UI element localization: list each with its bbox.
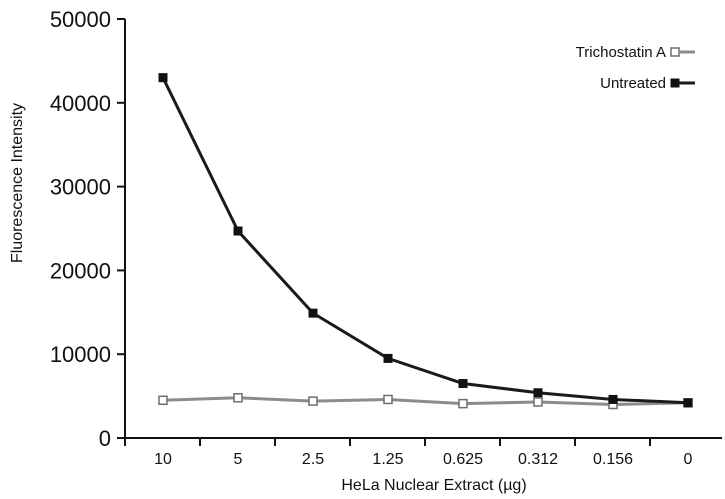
legend: Trichostatin A Untreated bbox=[576, 44, 695, 92]
data-point bbox=[533, 397, 543, 407]
x-tick-label: 10 bbox=[154, 451, 172, 468]
series-lines bbox=[158, 73, 693, 410]
x-tick-label: 0.312 bbox=[518, 451, 558, 468]
x-tick-label: 5 bbox=[234, 451, 243, 468]
x-tick-label: 0.625 bbox=[443, 451, 483, 468]
x-tick-label: 0 bbox=[684, 451, 693, 468]
data-point bbox=[233, 226, 243, 236]
data-point bbox=[308, 308, 318, 318]
data-point bbox=[233, 393, 243, 403]
data-point bbox=[383, 353, 393, 363]
y-tick-label: 20000 bbox=[50, 258, 111, 283]
data-point bbox=[533, 388, 543, 398]
data-point bbox=[158, 395, 168, 406]
data-point bbox=[158, 73, 168, 83]
x-tick-label: 1.25 bbox=[372, 451, 403, 468]
y-tick-label: 50000 bbox=[50, 7, 111, 32]
data-point bbox=[683, 398, 693, 408]
legend-marker bbox=[670, 47, 680, 57]
legend-item: Untreated bbox=[600, 75, 695, 92]
series-line bbox=[161, 77, 689, 405]
series-2 bbox=[158, 73, 693, 408]
x-tick-label: 2.5 bbox=[302, 451, 324, 468]
data-point bbox=[608, 394, 618, 404]
legend-label: Trichostatin A bbox=[576, 44, 666, 61]
axes: 0 10000 20000 30000 40000 50000 10 5 2.5 1.25 0.62… bbox=[50, 7, 722, 468]
data-point bbox=[383, 394, 393, 405]
x-axis-title: HeLa Nuclear Extract (µg) bbox=[341, 477, 526, 494]
data-point bbox=[308, 396, 318, 406]
legend-label: Untreated bbox=[600, 75, 666, 92]
y-tick-label: 10000 bbox=[50, 342, 111, 367]
y-tick-label: 0 bbox=[99, 426, 111, 451]
series-line bbox=[162, 396, 689, 406]
x-tick-label: 0.156 bbox=[593, 451, 633, 468]
legend-marker bbox=[670, 78, 680, 88]
data-point bbox=[458, 398, 468, 409]
legend-item: Trichostatin A bbox=[576, 44, 695, 61]
y-tick-label: 30000 bbox=[50, 175, 111, 200]
y-tick-label: 40000 bbox=[50, 91, 111, 116]
y-axis-title: Fluorescence Intensity bbox=[9, 103, 26, 263]
data-point bbox=[458, 379, 468, 389]
